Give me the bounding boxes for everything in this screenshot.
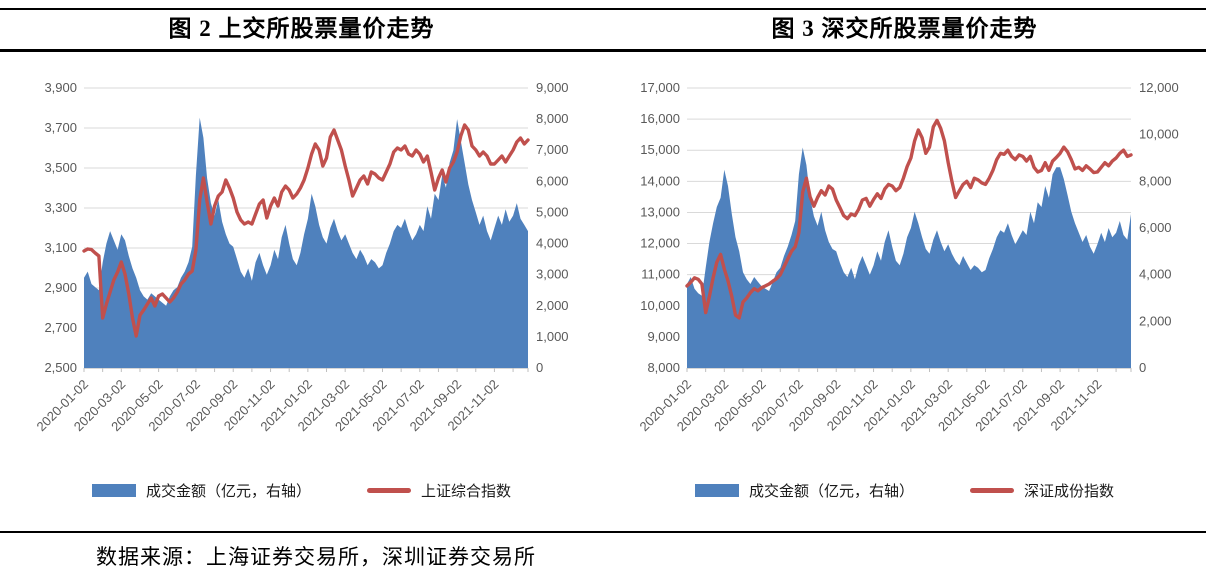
index-line-swatch	[367, 488, 411, 493]
figure-titles-row: 图 2 上交所股票量价走势 图 3 深交所股票量价走势	[0, 9, 1206, 49]
svg-text:9,000: 9,000	[647, 329, 680, 344]
svg-text:8,000: 8,000	[647, 360, 680, 375]
source-separator-rule	[0, 531, 1206, 533]
svg-text:3,000: 3,000	[536, 267, 569, 282]
volume-legend-label: 成交金额（亿元，右轴）	[748, 484, 914, 500]
sse-chart-block: 2,500 2,700 2,900 3,100 3,300 3,500 3,700 3,900…	[0, 58, 603, 501]
szse-index-legend-item: 深证成份指数	[970, 480, 1114, 501]
svg-text:7,000: 7,000	[536, 142, 569, 157]
svg-text:6,000: 6,000	[536, 173, 569, 188]
szse-chart-block: 8,000 9,000 10,000 11,000 12,000 13,000 14,000…	[603, 58, 1206, 501]
svg-text:2,500: 2,500	[44, 360, 77, 375]
szse-chart-legend: 成交金额（亿元，右轴） 深证成份指数	[603, 480, 1206, 501]
svg-text:0: 0	[1139, 360, 1146, 375]
sse-index-legend-item: 上证综合指数	[367, 480, 511, 501]
svg-text:12,000: 12,000	[640, 236, 680, 251]
szse-index-legend-label: 深证成份指数	[1024, 484, 1115, 500]
volume-area-swatch	[91, 484, 136, 497]
szse-chart-plot: 8,000 9,000 10,000 11,000 12,000 13,000 14,000…	[603, 58, 1201, 474]
svg-text:3,500: 3,500	[44, 160, 77, 175]
svg-text:5,000: 5,000	[536, 204, 569, 219]
svg-text:11,000: 11,000	[641, 267, 680, 282]
volume-area-swatch	[694, 484, 739, 497]
svg-text:6,000: 6,000	[1139, 220, 1172, 235]
svg-text:16,000: 16,000	[640, 111, 680, 126]
svg-text:2,900: 2,900	[44, 280, 77, 295]
index-line-swatch	[970, 488, 1014, 493]
charts-row: 2,500 2,700 2,900 3,100 3,300 3,500 3,700 3,900…	[0, 58, 1206, 501]
svg-text:13,000: 13,000	[640, 204, 680, 219]
top-rule	[0, 8, 1206, 10]
svg-text:8,000: 8,000	[536, 111, 569, 126]
svg-text:2,700: 2,700	[44, 320, 77, 335]
svg-text:14,000: 14,000	[640, 173, 680, 188]
svg-text:4,000: 4,000	[536, 236, 569, 251]
svg-text:3,300: 3,300	[44, 200, 77, 215]
svg-text:17,000: 17,000	[640, 80, 680, 95]
svg-text:8,000: 8,000	[1139, 173, 1172, 188]
sse-chart-plot: 2,500 2,700 2,900 3,100 3,300 3,500 3,700 3,900…	[0, 58, 598, 474]
figure2-title: 图 2 上交所股票量价走势	[168, 16, 435, 41]
sse-index-legend-label: 上证综合指数	[421, 484, 512, 500]
svg-text:2,000: 2,000	[536, 298, 569, 313]
svg-text:12,000: 12,000	[1139, 80, 1179, 95]
svg-text:3,100: 3,100	[44, 240, 77, 255]
svg-text:9,000: 9,000	[536, 80, 569, 95]
svg-text:2,000: 2,000	[1139, 313, 1172, 328]
sse-volume-legend-item: 成交金额（亿元，右轴）	[91, 480, 311, 501]
svg-text:4,000: 4,000	[1139, 267, 1172, 282]
svg-text:1,000: 1,000	[536, 329, 569, 344]
title-separator-rule	[0, 49, 1206, 52]
svg-text:10,000: 10,000	[1139, 127, 1179, 142]
figure3-title: 图 3 深交所股票量价走势	[771, 16, 1038, 41]
svg-text:0: 0	[536, 360, 543, 375]
svg-text:15,000: 15,000	[640, 142, 680, 157]
svg-text:10,000: 10,000	[640, 298, 680, 313]
svg-text:3,700: 3,700	[44, 120, 77, 135]
sse-chart-legend: 成交金额（亿元，右轴） 上证综合指数	[0, 480, 603, 501]
data-source-note: 数据来源：上海证券交易所，深圳证券交易所	[96, 545, 536, 569]
volume-legend-label: 成交金额（亿元，右轴）	[145, 484, 311, 500]
chart-svg: 2,500 2,700 2,900 3,100 3,300 3,500 3,700 3,900…	[33, 80, 569, 434]
szse-volume-legend-item: 成交金额（亿元，右轴）	[694, 480, 914, 501]
svg-text:3,900: 3,900	[44, 80, 77, 95]
chart-svg: 8,000 9,000 10,000 11,000 12,000 13,000 14,000…	[636, 80, 1179, 434]
